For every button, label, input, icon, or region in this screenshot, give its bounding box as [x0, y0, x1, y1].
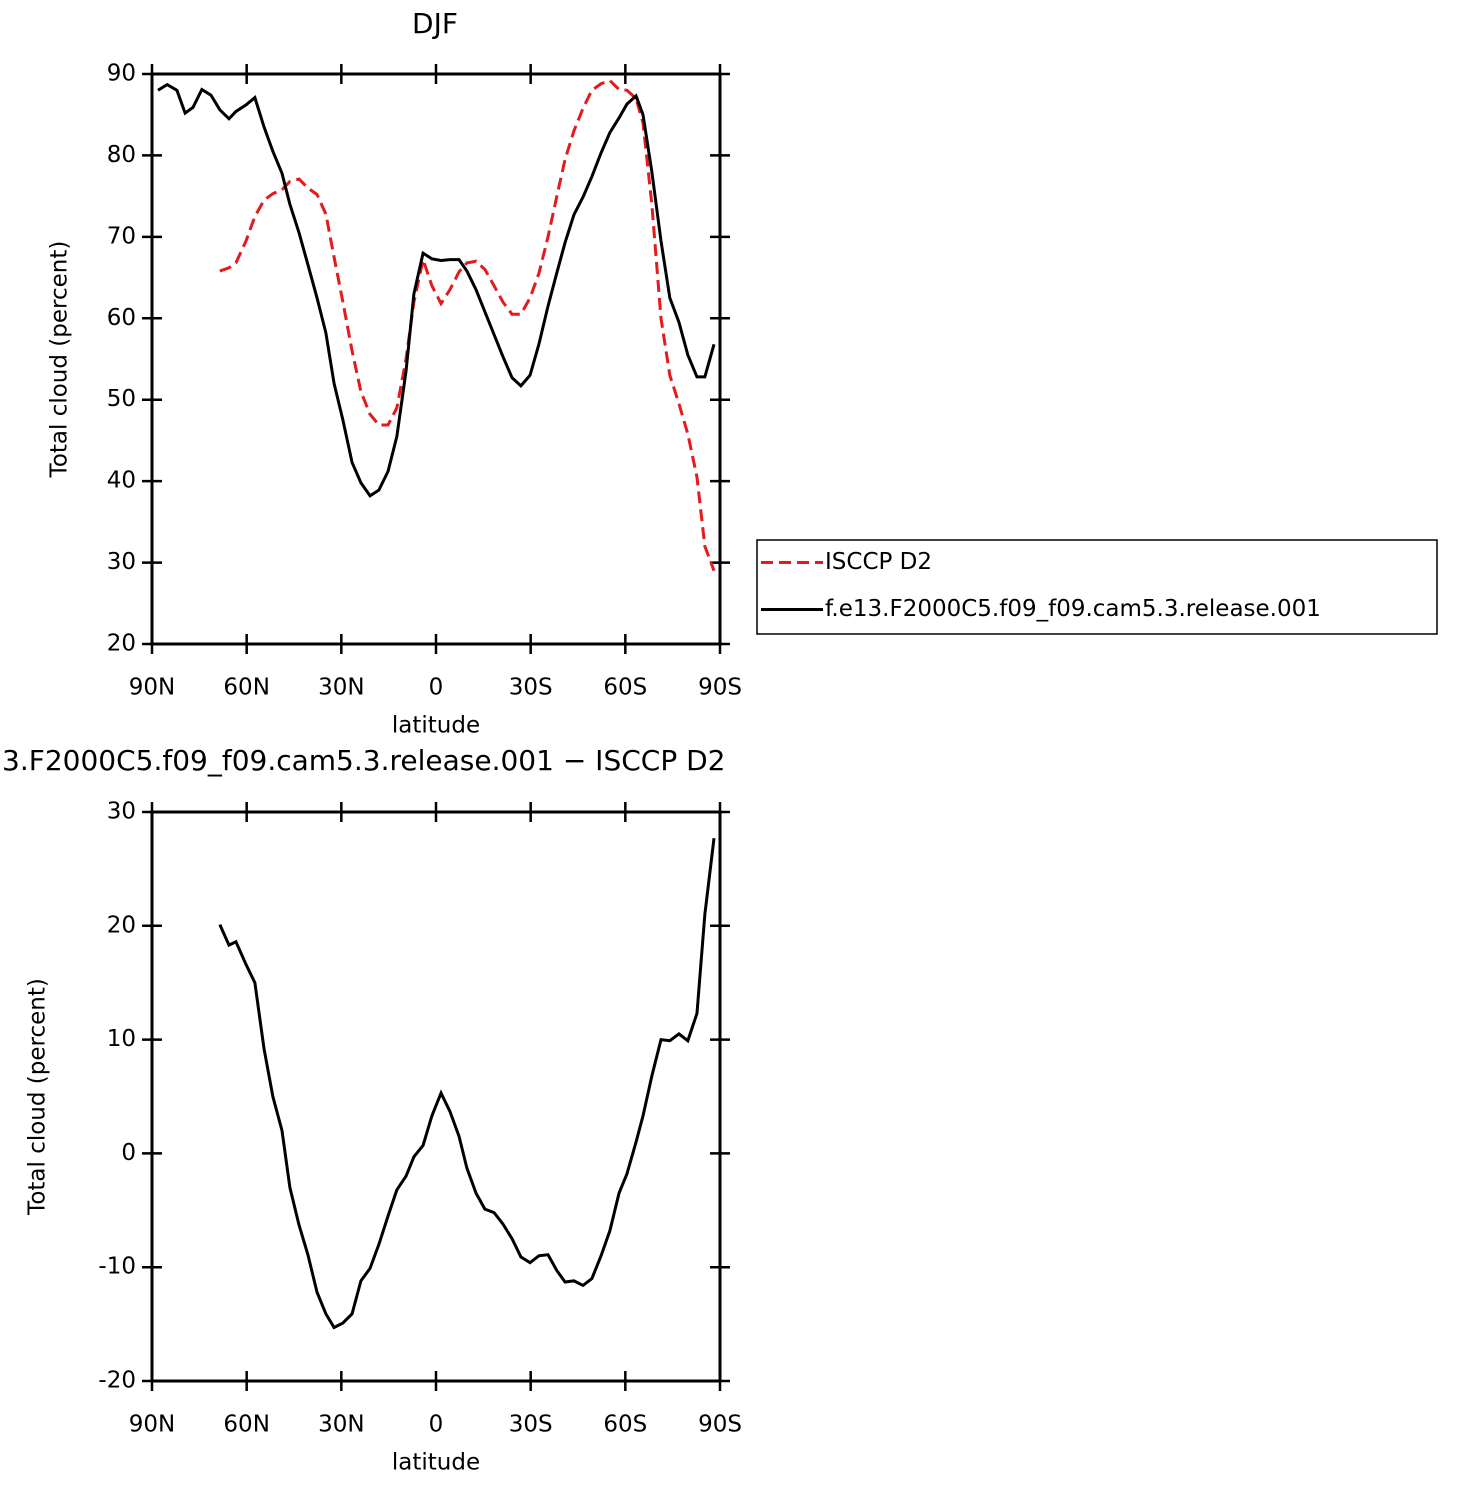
- plot-frame: [150, 810, 722, 1383]
- y-tick-label: -10: [98, 1254, 136, 1280]
- legend-label: f.e13.F2000C5.f09_f09.cam5.3.release.001: [825, 596, 1321, 622]
- x-tick-label: 90N: [129, 675, 175, 701]
- y-tick-label: 30: [107, 549, 136, 575]
- data-line: [157, 82, 716, 498]
- y-tick-label: 70: [107, 223, 136, 249]
- y-tick-label: 0: [121, 1140, 136, 1166]
- y-tick-label: 50: [107, 386, 136, 412]
- y-tick-label: 30: [107, 799, 136, 825]
- y-tick-label: 40: [107, 468, 136, 494]
- x-tick-label: 30S: [509, 1412, 553, 1438]
- y-tick-label: 10: [107, 1026, 136, 1052]
- legend-label: ISCCP D2: [825, 549, 932, 575]
- x-tick-label: 60S: [603, 1412, 647, 1438]
- x-tick-label: 60N: [223, 1412, 269, 1438]
- x-axis-label: latitude: [392, 713, 480, 739]
- y-tick-label: 80: [107, 142, 136, 168]
- x-tick-label: 60N: [223, 675, 269, 701]
- x-tick-label: 60S: [603, 675, 647, 701]
- y-tick-label: 20: [107, 631, 136, 657]
- x-tick-label: 90S: [698, 1412, 742, 1438]
- x-tick-label: 0: [429, 1412, 444, 1438]
- legend-box: [756, 539, 1438, 635]
- x-tick-label: 90N: [129, 1412, 175, 1438]
- y-tick-label: 20: [107, 912, 136, 938]
- y-axis-label: Total cloud (percent): [25, 978, 51, 1216]
- x-tick-label: 90S: [698, 675, 742, 701]
- x-tick-label: 30N: [318, 1412, 364, 1438]
- y-tick-label: 90: [107, 61, 136, 87]
- y-tick-label: 60: [107, 305, 136, 331]
- x-tick-label: 0: [429, 675, 444, 701]
- plot-frame: [150, 72, 722, 646]
- data-line: [218, 837, 716, 1330]
- x-tick-label: 30N: [318, 675, 364, 701]
- x-axis-label: latitude: [392, 1450, 480, 1476]
- data-line: [219, 78, 716, 572]
- chart-title: 3.F2000C5.f09_f09.cam5.3.release.001 − I…: [2, 744, 725, 777]
- y-axis-label: Total cloud (percent): [47, 241, 73, 479]
- x-tick-label: 30S: [509, 675, 553, 701]
- chart-title: DJF: [412, 7, 458, 40]
- y-tick-label: -20: [98, 1368, 136, 1394]
